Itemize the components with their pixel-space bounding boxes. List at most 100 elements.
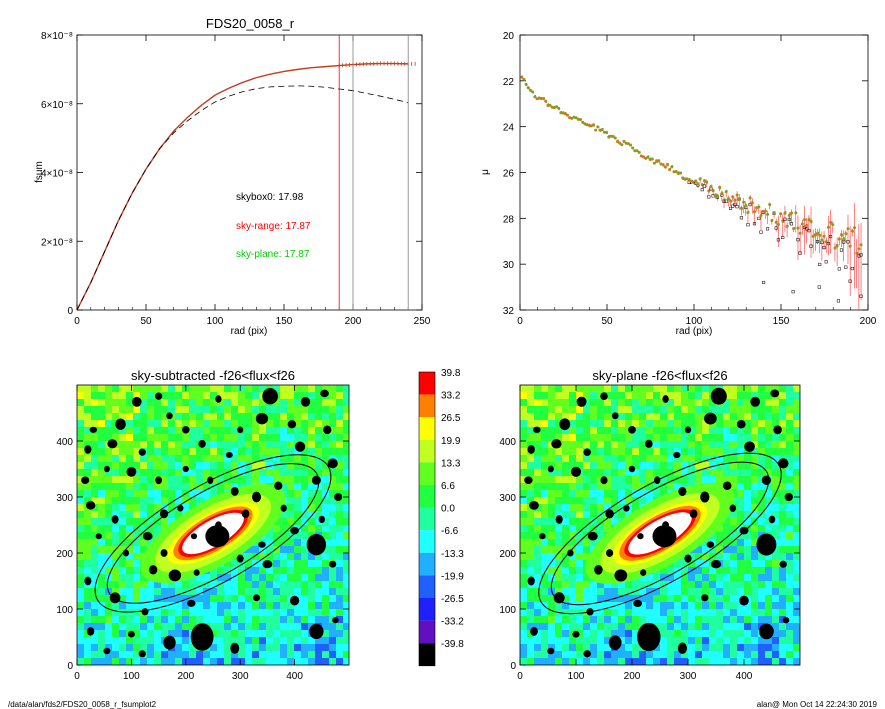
map-pixel: [576, 448, 584, 456]
mu-point-skybox: [776, 238, 780, 242]
map-pixel: [182, 609, 190, 617]
map-pixel: [716, 420, 724, 428]
map-pixel: [688, 560, 696, 568]
map-pixel: [175, 448, 183, 456]
map-pixel: [343, 413, 349, 421]
map-pixel: [625, 623, 633, 631]
map-pixel: [301, 497, 309, 505]
map-pixel: [287, 644, 295, 652]
mask-blob: [572, 630, 580, 638]
map-pixel: [98, 406, 106, 414]
map-pixel: [231, 462, 239, 470]
map-pixel: [737, 539, 745, 547]
map-pixel: [343, 434, 349, 442]
map-pixel: [716, 476, 724, 484]
map-pixel: [98, 602, 106, 610]
map-pixel: [562, 609, 570, 617]
map-pixel: [653, 490, 661, 498]
map-pixel: [527, 532, 535, 540]
map-pixel: [534, 644, 542, 652]
map-pixel: [723, 595, 731, 603]
mask-blob: [182, 426, 190, 434]
map-pixel: [294, 413, 302, 421]
map-pixel: [646, 497, 654, 505]
map-pixel: [611, 469, 619, 477]
map-pixel: [527, 602, 535, 610]
mask-blob: [559, 418, 571, 431]
mu-point-plane: [764, 210, 767, 213]
map-pixel: [238, 581, 246, 589]
map-pixel: [548, 511, 556, 519]
map-pixel: [786, 546, 794, 554]
map-pixel: [765, 518, 773, 526]
map-pixel: [730, 462, 738, 470]
map-pixel: [196, 455, 204, 463]
map-pixel: [287, 427, 295, 435]
map-pixel: [569, 651, 577, 659]
map-pixel: [322, 469, 330, 477]
map-pixel: [534, 511, 542, 519]
map-pixel: [259, 574, 267, 582]
map-pixel: [527, 413, 535, 421]
map-pixel: [140, 441, 148, 449]
map-pixel: [224, 658, 232, 665]
map-pixel: [147, 588, 155, 596]
map-pixel: [646, 399, 654, 407]
map-pixel: [597, 490, 605, 498]
map-pixel: [245, 476, 253, 484]
map-pixel: [772, 623, 780, 631]
map-pixel: [91, 504, 99, 512]
map-pixel: [590, 413, 598, 421]
colorbar-swatch: [419, 507, 435, 531]
map-pixel: [210, 567, 218, 575]
map-pixel: [77, 392, 85, 400]
map-pixel: [112, 616, 120, 624]
map-pixel: [203, 448, 211, 456]
map-pixel: [182, 595, 190, 603]
mu-point-plane: [594, 128, 598, 132]
map-pixel: [597, 469, 605, 477]
map-pixel: [709, 609, 717, 617]
mu-point-plane: [753, 211, 756, 214]
map-pixel: [681, 427, 689, 435]
map-pixel: [527, 462, 535, 470]
map-pixel: [224, 637, 232, 645]
map-pixel: [576, 420, 584, 428]
map-pixel: [527, 427, 535, 435]
map-pixel: [723, 469, 731, 477]
map-pixel: [667, 616, 675, 624]
map-pixel: [147, 609, 155, 617]
map-pixel: [343, 476, 349, 484]
map-pixel: [751, 581, 759, 589]
map-pixel: [660, 406, 668, 414]
map-pixel: [112, 574, 120, 582]
map-pixel: [210, 385, 218, 393]
map-pixel: [301, 483, 309, 491]
map-pixel: [273, 637, 281, 645]
map-pixel: [611, 441, 619, 449]
map-pixel: [653, 469, 661, 477]
map-pixel: [217, 616, 225, 624]
mu-point-plane: [821, 239, 824, 242]
map-pixel: [147, 518, 155, 526]
map-y-tick-label: 0: [67, 661, 73, 672]
map-pixel: [604, 581, 612, 589]
map-pixel: [301, 413, 309, 421]
map-pixel: [175, 385, 183, 393]
map-pixel: [730, 511, 738, 519]
map-pixel: [730, 651, 738, 659]
map-pixel: [112, 490, 120, 498]
map-pixel: [294, 483, 302, 491]
mu-point-outlier: [836, 299, 840, 303]
mu-point-plane: [605, 131, 609, 135]
map-pixel: [301, 448, 309, 456]
map-pixel: [294, 588, 302, 596]
map-pixel: [730, 588, 738, 596]
map-pixel: [224, 434, 232, 442]
map-pixel: [259, 406, 267, 414]
map-pixel: [555, 546, 563, 554]
map-pixel: [786, 595, 794, 603]
map-pixel: [786, 469, 794, 477]
map-pixel: [322, 462, 330, 470]
map-pixel: [119, 623, 127, 631]
